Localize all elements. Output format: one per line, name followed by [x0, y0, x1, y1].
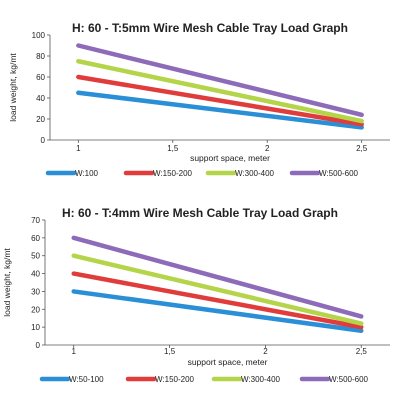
y-tick-label: 40 — [36, 94, 45, 103]
y-tick-label: 40 — [31, 270, 40, 279]
y-tick-label: 30 — [31, 287, 40, 296]
y-tick-label: 0 — [36, 341, 41, 350]
y-tick-label: 80 — [36, 52, 45, 61]
y-axis-label: load weight, kg/mt — [2, 248, 12, 317]
x-tick-label: 2 — [265, 144, 270, 153]
legend-label: W:300-400 — [241, 375, 281, 384]
x-axis-label: support space, meter — [190, 153, 270, 163]
x-tick-label: 1,5 — [164, 347, 176, 356]
legend-label: W:50-100 — [69, 375, 104, 384]
series-line-4 — [71, 235, 364, 319]
y-tick-label: 50 — [31, 252, 40, 261]
chart-title: H: 60 - T:5mm Wire Mesh Cable Tray Load … — [72, 21, 348, 35]
series-line-3 — [71, 253, 364, 326]
chart-title: H: 60 - T:4mm Wire Mesh Cable Tray Load … — [62, 206, 338, 220]
y-tick-label: 10 — [31, 323, 40, 332]
legend-label: W:300-400 — [235, 169, 275, 178]
series-line-3 — [76, 59, 364, 124]
legend-label: W:150-200 — [153, 169, 193, 178]
x-tick-label: 2,5 — [356, 347, 368, 356]
y-tick-label: 20 — [36, 115, 45, 124]
x-tick-label: 2 — [263, 347, 268, 356]
x-tick-label: 1 — [72, 347, 77, 356]
series-line-1 — [71, 289, 364, 333]
y-tick-label: 60 — [31, 234, 40, 243]
series-line-4 — [76, 43, 364, 118]
legend-label: W:100 — [75, 169, 99, 178]
legend-label: W:500-600 — [319, 169, 359, 178]
x-tick-label: 1,5 — [167, 144, 179, 153]
x-axis-label: support space, meter — [188, 357, 268, 367]
y-axis-label: load weight, kg/mt — [8, 53, 18, 122]
y-tick-label: 70 — [31, 216, 40, 225]
x-tick-label: 2,5 — [356, 144, 368, 153]
legend-label: W:150-200 — [155, 375, 195, 384]
y-tick-label: 20 — [31, 305, 40, 314]
series-line-2 — [71, 271, 364, 330]
series-line-1 — [76, 90, 364, 130]
x-tick-label: 1 — [76, 144, 81, 153]
y-tick-label: 100 — [32, 31, 46, 40]
y-tick-label: 0 — [41, 136, 46, 145]
legend-label: W:500-600 — [329, 375, 369, 384]
y-tick-label: 60 — [36, 73, 45, 82]
series-line-2 — [76, 74, 364, 127]
